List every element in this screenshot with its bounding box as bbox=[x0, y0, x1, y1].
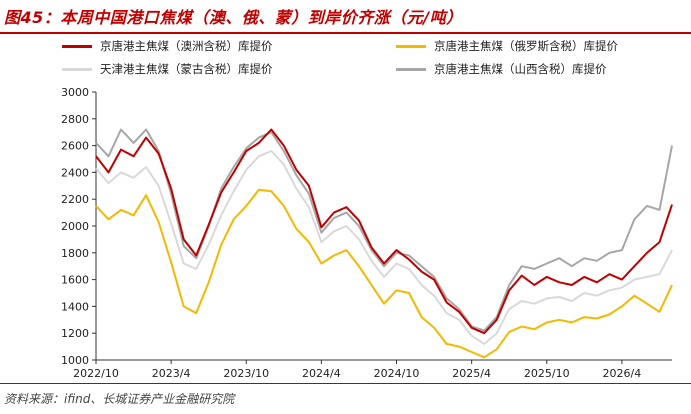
y-tick-label: 1200 bbox=[61, 327, 89, 340]
legend-swatch-russia bbox=[396, 44, 426, 48]
legend-swatch-shanxi bbox=[396, 67, 426, 71]
legend-item-mongolia: 天津港主焦煤（蒙古含税）库提价 bbox=[62, 61, 273, 77]
x-tick-label: 2023/10 bbox=[223, 367, 269, 380]
legend-swatch-australia bbox=[62, 44, 92, 48]
x-tick-label: 2022/10 bbox=[73, 367, 119, 380]
source-divider bbox=[0, 383, 691, 384]
x-tick-label: 2025/4 bbox=[452, 367, 491, 380]
y-tick-label: 1800 bbox=[61, 247, 89, 260]
y-tick-label: 1400 bbox=[61, 300, 89, 313]
y-tick-label: 3000 bbox=[61, 86, 89, 99]
y-tick-label: 1000 bbox=[61, 354, 89, 367]
price-line-chart: 1000 1200 1400 1600 1800 2000 2200 2400 2600 2800… bbox=[61, 86, 673, 380]
x-tick-label: 2024/10 bbox=[374, 367, 420, 380]
x-axis: 2022/10 2023/4 2023/10 2024/4 2024/10 2025/4 2… bbox=[73, 359, 672, 380]
series-line-shanxi bbox=[95, 128, 673, 332]
x-tick-label: 2025/10 bbox=[524, 367, 570, 380]
legend-item-russia: 京唐港主焦煤（俄罗斯含税）库提价 bbox=[396, 38, 618, 54]
legend-label-shanxi: 京唐港主焦煤（山西含税）库提价 bbox=[434, 62, 607, 76]
legend-label-russia: 京唐港主焦煤（俄罗斯含税）库提价 bbox=[434, 39, 618, 53]
y-tick-label: 2000 bbox=[61, 220, 89, 233]
legend-label-australia: 京唐港主焦煤（澳洲含税）库提价 bbox=[100, 39, 273, 53]
chart-title: 图45：本周中国港口焦煤（澳、俄、蒙）到岸价齐涨（元/吨） bbox=[4, 8, 463, 27]
series-line-australia bbox=[95, 128, 673, 335]
source-note: 资料来源：ifind、长城证券产业金融研究院 bbox=[4, 392, 235, 406]
series-line-mongolia bbox=[95, 150, 673, 345]
x-tick-label: 2024/4 bbox=[302, 367, 341, 380]
y-tick-label: 1600 bbox=[61, 274, 89, 287]
x-tick-label: 2026/4 bbox=[603, 367, 642, 380]
plot-lines bbox=[95, 128, 673, 359]
legend-swatch-mongolia bbox=[62, 67, 92, 71]
y-axis: 1000 1200 1400 1600 1800 2000 2200 2400 2600 2800… bbox=[61, 86, 97, 367]
x-tick-label: 2023/4 bbox=[152, 367, 191, 380]
y-tick-label: 2400 bbox=[61, 166, 89, 179]
legend-label-mongolia: 天津港主焦煤（蒙古含税）库提价 bbox=[100, 62, 273, 76]
series-line-russia bbox=[95, 188, 673, 359]
title-divider bbox=[0, 32, 691, 34]
y-tick-label: 2800 bbox=[61, 113, 89, 126]
y-tick-label: 2200 bbox=[61, 193, 89, 206]
legend-item-shanxi: 京唐港主焦煤（山西含税）库提价 bbox=[396, 61, 607, 77]
y-tick-label: 2600 bbox=[61, 140, 89, 153]
legend-item-australia: 京唐港主焦煤（澳洲含税）库提价 bbox=[62, 38, 273, 54]
